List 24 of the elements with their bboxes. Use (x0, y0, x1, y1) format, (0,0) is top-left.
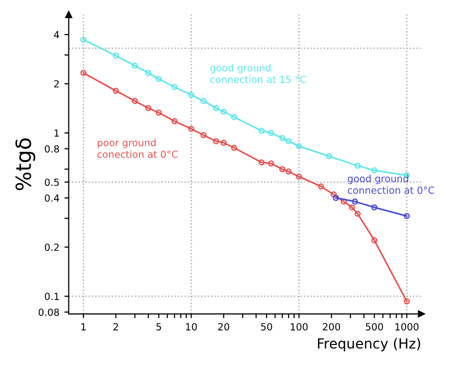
x-tick-label: 2 (114, 323, 118, 330)
y-tick-label: 0.08 (38, 308, 60, 316)
x-tick-label: 5 (156, 323, 162, 330)
series-label: good ground connection at 0°C (348, 174, 434, 194)
x-tick-label: 10 (186, 323, 197, 330)
x-tick-label: 500 (366, 323, 383, 330)
x-tick-label: 1 (81, 323, 86, 330)
y-tick-label: 0.1 (44, 292, 59, 300)
y-tick-label: 1 (54, 130, 59, 137)
x-tick-label: 1000 (395, 323, 419, 330)
series-label: good ground connection at 15 °C (210, 64, 306, 84)
y-axis-title: %tgδ (15, 138, 36, 190)
y-tick-label: 0.8 (44, 145, 60, 153)
y-tick-label: 4 (54, 31, 60, 38)
x-tick-label: 100 (290, 323, 308, 330)
y-tick-label: 0.5 (44, 178, 59, 186)
y-tick-label: 2 (54, 80, 59, 88)
y-tick-label: 0.2 (44, 244, 59, 251)
x-axis-title: Frequency (Hz) (318, 338, 420, 352)
x-tick-label: 50 (261, 323, 272, 330)
x-tick-label: 200 (322, 323, 340, 330)
y-tick-label: 0.4 (44, 194, 60, 202)
x-tick-label: 20 (218, 323, 230, 330)
series-label: poor ground conection at 0°C (97, 138, 178, 158)
